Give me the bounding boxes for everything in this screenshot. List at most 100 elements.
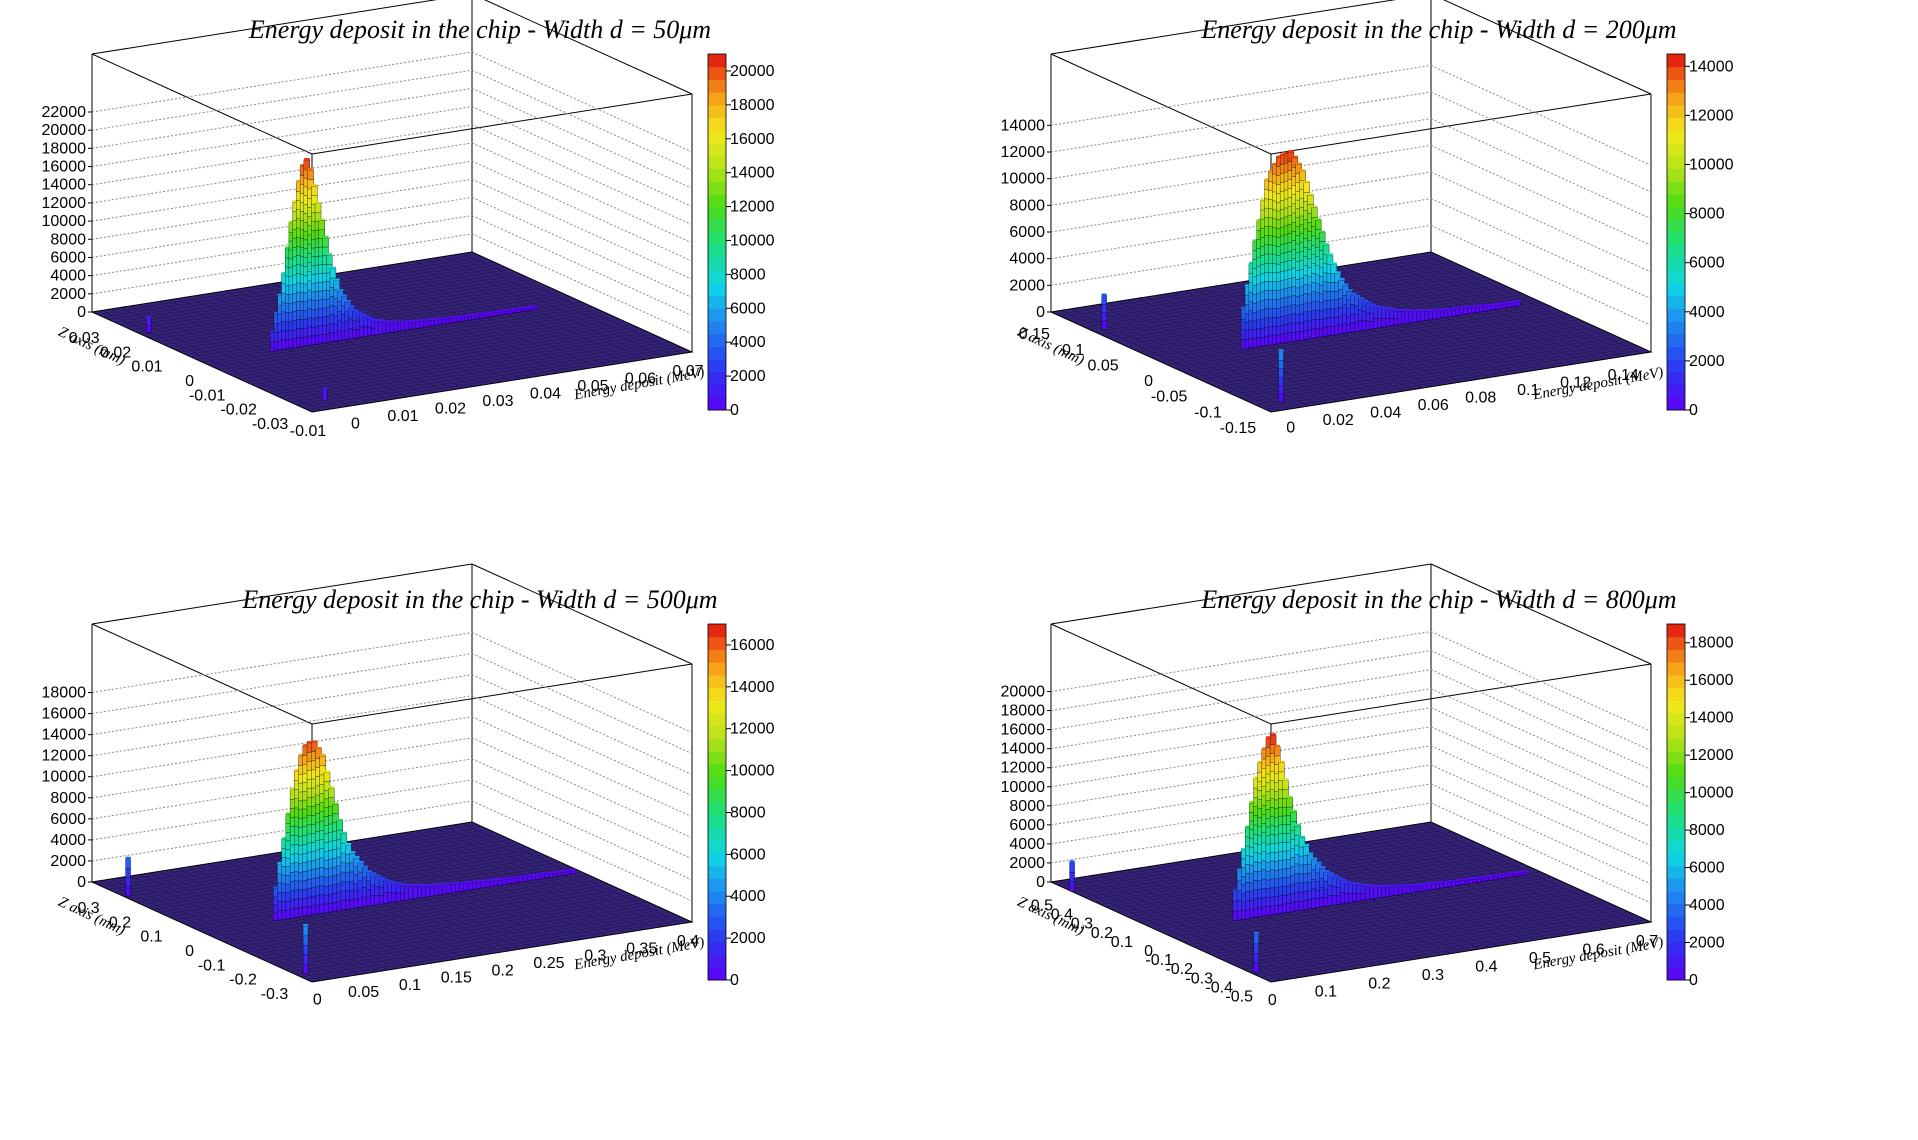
histogram-bar [1272,162,1279,165]
histogram-bar [1360,883,1367,886]
floor-mesh [1221,899,1602,960]
histogram-bar [455,881,462,884]
outlier-bar-slice [125,876,131,887]
histogram-bar [1365,301,1372,304]
x-tick-label: 0.1 [1517,382,1539,399]
histogram-bar [1468,877,1475,880]
gridline [1050,224,1432,286]
palette-tick-label: 14000 [1689,58,1734,75]
histogram-bar [518,875,525,878]
floor-mesh [245,891,627,953]
palette-swatch [708,713,726,727]
histogram-bar [1416,309,1423,312]
histogram-bar [356,311,363,314]
histogram-bar [1253,776,1260,779]
histogram-bar [404,884,411,887]
histogram-bar-slice [311,185,318,196]
histogram-bar [459,881,466,884]
histogram-bar-slice [319,755,326,766]
histogram-bar [1377,884,1384,887]
histogram-bar [509,308,516,311]
palette-swatch [708,359,726,373]
chart-title: Energy deposit in the chip - Width d = 2… [1200,15,1676,44]
floor-mesh [273,334,654,395]
histogram-bar [1455,879,1462,882]
histogram-bar-slice [1299,171,1306,181]
histogram-bar [328,786,335,789]
palette-swatch [708,371,726,386]
floor-mesh [207,304,588,365]
histogram-bar-slice [1315,220,1322,230]
z-tick-label: 16000 [42,159,87,176]
z-tick-label: 22000 [42,104,87,121]
palette-swatch [1667,929,1685,943]
histogram-bar [336,818,343,821]
histogram-bar [1488,874,1495,877]
y-tick-label: -0.02 [220,402,257,419]
y-tick-label: 0.05 [1087,357,1118,374]
palette-swatch [1667,954,1685,968]
palette-tick-label: 2000 [1689,353,1725,370]
histogram-bar [303,158,310,161]
x-tick-label: 0.3 [584,948,606,965]
outlier-bar-slice [302,925,309,937]
floor-mesh [234,886,616,948]
histogram-bar [497,310,504,313]
floor-mesh [278,336,660,398]
floor-mesh [300,346,682,408]
histogram-bar [1435,881,1442,884]
histogram-bar [412,319,419,322]
palette-swatch [1667,333,1685,347]
histogram-bar [1237,868,1244,871]
palette-tick-label: 10000 [730,232,775,249]
histogram-bar [1418,883,1425,886]
floor-mesh [1243,909,1624,970]
floor-mesh [1166,874,1547,935]
palette-swatch [1667,359,1685,373]
gridline [91,233,473,295]
histogram-bar [471,313,478,316]
histogram-bar [472,880,479,883]
histogram-bar [419,319,426,322]
histogram-bar [349,851,356,854]
histogram-bar [427,318,433,321]
palette-swatch [708,700,726,714]
histogram-bar [1252,239,1259,242]
histogram-bar [404,320,411,323]
palette-swatch [1667,903,1685,917]
floor-mesh [1188,884,1569,945]
histogram-bar [1323,870,1330,873]
floor-mesh [256,896,638,958]
histogram-bar [1319,230,1326,233]
x-tick-label: 0.14 [1608,367,1639,384]
outlier-bar-slice [1253,933,1260,945]
palette-swatch [708,270,726,284]
palette-swatch [1667,941,1685,956]
gridline [471,51,693,153]
palette-tick-label: 8000 [730,266,766,283]
palette-swatch [1667,649,1685,663]
histogram-bar [1369,884,1376,887]
z-tick-label: 10000 [1001,171,1046,188]
chart-title: Energy deposit in the chip - Width d = 8… [1200,585,1676,614]
histogram-bar [340,831,347,834]
plot-area: 0200040006000800010000120001400016000180… [42,0,775,440]
histogram-bar [337,289,344,292]
gridline [1050,631,1432,693]
y-tick-label: 0.1 [1111,934,1133,951]
box-edge [311,93,693,155]
y-tick-label: 0 [1144,373,1153,390]
histogram-bar [1260,198,1267,201]
palette-swatch [1667,384,1685,398]
floor-mesh [273,904,654,965]
histogram-bar [1464,878,1471,881]
gridline [471,695,693,797]
histogram-bar [318,218,325,221]
histogram-bar [1342,283,1349,286]
histogram-bar [1268,169,1275,172]
floor-mesh [1237,906,1619,968]
palette-swatch [1667,967,1685,981]
box-edge [91,53,313,155]
palette-swatch [1667,66,1685,80]
histogram-bar [445,316,452,319]
